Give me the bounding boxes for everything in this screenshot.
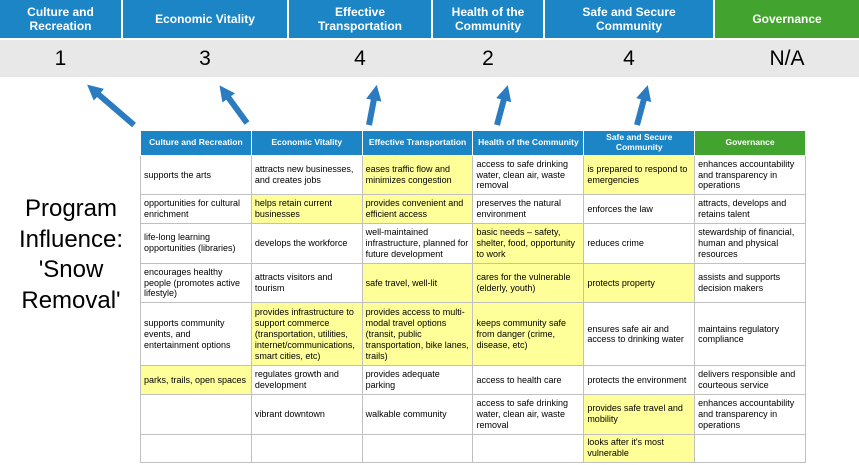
table-cell-r6-c4: provides safe travel and mobility bbox=[583, 393, 696, 435]
table-col-header-0: Culture and Recreation bbox=[140, 130, 252, 156]
table-col-header-1: Economic Vitality bbox=[250, 130, 363, 156]
table-cell-r3-c2: safe travel, well-lit bbox=[361, 262, 474, 304]
table-cell-r1-c1: helps retain current businesses bbox=[250, 194, 363, 224]
pillar-score-2: 4 bbox=[289, 40, 431, 77]
table-cell-r1-c0: opportunities for cultural enrichment bbox=[140, 194, 252, 224]
pillar-header-4: Safe and Secure Community bbox=[545, 0, 713, 38]
table-cell-r3-c1: attracts visitors and tourism bbox=[250, 262, 363, 304]
table-header-row: Culture and Recreation Economic Vitality E… bbox=[140, 130, 806, 156]
table-cell-r5-c1: regulates growth and development bbox=[250, 365, 363, 395]
influence-arrows-layer bbox=[87, 84, 652, 128]
table-cell-r4-c4: ensures safe air and access to drinking … bbox=[583, 302, 696, 367]
table-cell-r7-c3 bbox=[472, 433, 585, 464]
table-cell-r6-c2: walkable community bbox=[361, 393, 474, 435]
pillar-header-0: Culture and Recreation bbox=[0, 0, 121, 38]
table-cell-r7-c2 bbox=[361, 433, 474, 464]
table-cell-r1-c3: preserves the natural environment bbox=[472, 194, 585, 224]
pillar-score-4: 4 bbox=[545, 40, 713, 77]
table-col-header-5: Governance bbox=[694, 130, 806, 156]
pillar-header-row: Culture and Recreation Economic Vitality E… bbox=[0, 0, 859, 38]
table-cell-r3-c3: cares for the vulnerable (elderly, youth… bbox=[472, 262, 585, 304]
table-cell-r5-c5: delivers responsible and courteous servi… bbox=[694, 365, 806, 395]
up-arrow-icon bbox=[494, 85, 512, 126]
influence-table: Culture and Recreation Economic Vitality E… bbox=[140, 130, 806, 464]
table-cell-r5-c2: provides adequate parking bbox=[361, 365, 474, 395]
score-row: 1 3 4 2 4 N/A bbox=[0, 40, 859, 77]
table-body: supports the arts attracts new businesses… bbox=[140, 154, 806, 464]
table-cell-r0-c5: enhances accountability and transparency… bbox=[694, 154, 806, 196]
table-cell-r0-c3: access to safe drinking water, clean air… bbox=[472, 154, 585, 196]
pillar-header-3: Health of the Community bbox=[433, 0, 543, 38]
table-col-header-3: Health of the Community bbox=[472, 130, 585, 156]
pillar-header-5: Governance bbox=[715, 0, 859, 38]
up-arrow-icon bbox=[366, 84, 382, 126]
table-row: opportunities for cultural enrichment hel… bbox=[140, 194, 806, 224]
table-cell-r3-c4: protects property bbox=[583, 262, 696, 304]
table-cell-r2-c2: well-maintained infrastructure, planned … bbox=[361, 222, 474, 264]
table-cell-r1-c2: provides convenient and efficient access bbox=[361, 194, 474, 224]
table-row: supports community events, and entertain… bbox=[140, 302, 806, 367]
pillar-score-5: N/A bbox=[715, 40, 859, 77]
table-cell-r4-c3: keeps community safe from danger (crime,… bbox=[472, 302, 585, 367]
pillar-score-0: 1 bbox=[0, 40, 121, 77]
table-cell-r2-c0: life-long learning opportunities (librar… bbox=[140, 222, 252, 264]
pillar-score-3: 2 bbox=[433, 40, 543, 77]
table-cell-r4-c5: maintains regulatory compliance bbox=[694, 302, 806, 367]
table-col-header-4: Safe and Secure Community bbox=[583, 130, 696, 156]
table-cell-r5-c0: parks, trails, open spaces bbox=[140, 365, 252, 395]
up-arrow-icon bbox=[219, 85, 250, 125]
table-cell-r4-c2: provides access to multi-modal travel op… bbox=[361, 302, 474, 367]
table-cell-r2-c3: basic needs – safety, shelter, food, opp… bbox=[472, 222, 585, 264]
pillar-score-1: 3 bbox=[123, 40, 287, 77]
up-arrow-icon bbox=[87, 84, 136, 128]
table-cell-r0-c4: is prepared to respond to emergencies bbox=[583, 154, 696, 196]
table-cell-r7-c5 bbox=[694, 433, 806, 464]
pillar-header-2: Effective Transportation bbox=[289, 0, 431, 38]
table-cell-r2-c1: develops the workforce bbox=[250, 222, 363, 264]
table-cell-r1-c4: enforces the law bbox=[583, 194, 696, 224]
table-cell-r7-c0 bbox=[140, 433, 252, 464]
table-cell-r6-c3: access to safe drinking water, clean air… bbox=[472, 393, 585, 435]
up-arrow-icon bbox=[634, 85, 652, 126]
table-row: looks after it's most vulnerable bbox=[140, 433, 806, 464]
table-cell-r6-c5: enhances accountability and transparency… bbox=[694, 393, 806, 435]
table-cell-r1-c5: attracts, develops and retains talent bbox=[694, 194, 806, 224]
table-row: vibrant downtown walkable community access… bbox=[140, 393, 806, 435]
table-cell-r4-c1: provides infrastructure to support comme… bbox=[250, 302, 363, 367]
table-cell-r3-c0: encourages healthy people (promotes acti… bbox=[140, 262, 252, 304]
table-cell-r7-c1 bbox=[250, 433, 363, 464]
table-row: encourages healthy people (promotes acti… bbox=[140, 262, 806, 304]
table-row: parks, trails, open spaces regulates grow… bbox=[140, 365, 806, 395]
table-cell-r2-c4: reduces crime bbox=[583, 222, 696, 264]
table-cell-r5-c4: protects the environment bbox=[583, 365, 696, 395]
table-cell-r6-c1: vibrant downtown bbox=[250, 393, 363, 435]
page-title: Program Influence: 'Snow Removal' bbox=[18, 195, 124, 315]
table-cell-r4-c0: supports community events, and entertain… bbox=[140, 302, 252, 367]
table-col-header-2: Effective Transportation bbox=[361, 130, 474, 156]
table-cell-r2-c5: stewardship of financial, human and phys… bbox=[694, 222, 806, 264]
table-cell-r5-c3: access to health care bbox=[472, 365, 585, 395]
pillar-header-1: Economic Vitality bbox=[123, 0, 287, 38]
table-cell-r0-c0: supports the arts bbox=[140, 154, 252, 196]
table-cell-r3-c5: assists and supports decision makers bbox=[694, 262, 806, 304]
table-cell-r6-c0 bbox=[140, 393, 252, 435]
table-cell-r0-c2: eases traffic flow and minimizes congest… bbox=[361, 154, 474, 196]
table-row: life-long learning opportunities (librar… bbox=[140, 222, 806, 264]
table-row: supports the arts attracts new businesses… bbox=[140, 154, 806, 196]
table-cell-r0-c1: attracts new businesses, and creates job… bbox=[250, 154, 363, 196]
table-cell-r7-c4: looks after it's most vulnerable bbox=[583, 433, 696, 464]
